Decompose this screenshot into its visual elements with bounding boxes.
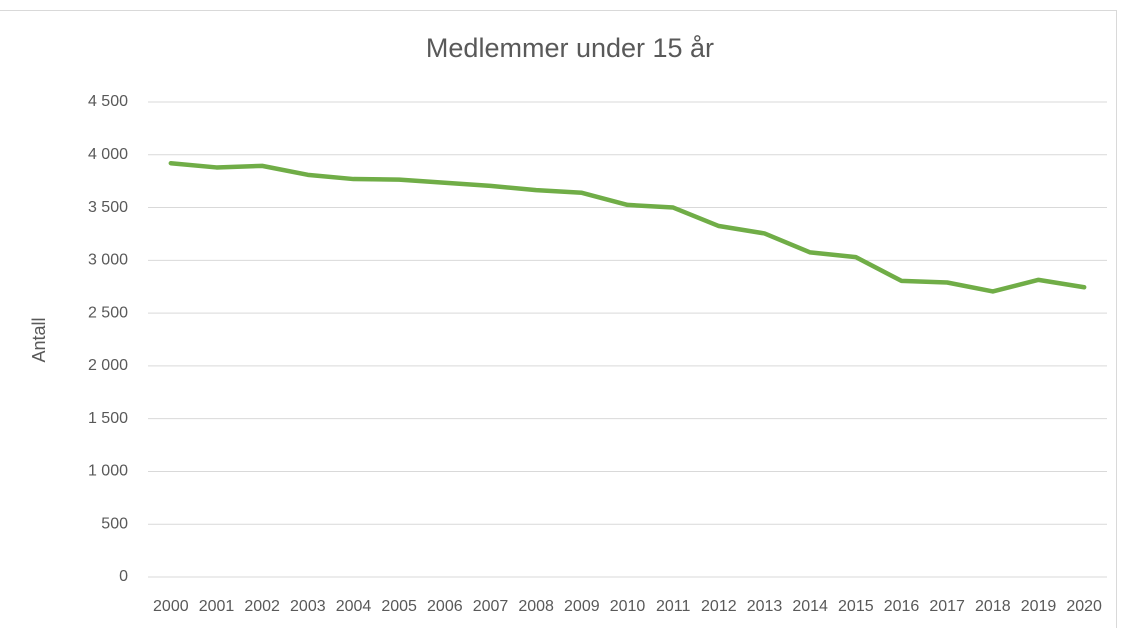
x-tick-label: 2010 (610, 598, 646, 615)
x-tick-label: 2007 (473, 598, 509, 615)
x-tick-label: 2011 (656, 598, 691, 615)
x-tick-label: 2005 (381, 598, 417, 615)
x-tick-label: 2003 (290, 598, 326, 615)
x-tick-label: 2020 (1066, 598, 1102, 615)
y-tick-label: 4 500 (88, 93, 128, 110)
y-tick-label: 3 500 (88, 199, 128, 216)
x-tick-label: 2015 (838, 598, 874, 615)
y-tick-label: 2 500 (88, 304, 128, 321)
x-tick-label: 2002 (244, 598, 280, 615)
x-tick-label: 2000 (153, 598, 189, 615)
x-tick-label: 2006 (427, 598, 463, 615)
x-tick-label: 2019 (1021, 598, 1057, 615)
x-tick-label: 2018 (975, 598, 1011, 615)
x-tick-label: 2001 (199, 598, 235, 615)
y-tick-label: 1 000 (88, 463, 128, 480)
y-tick-label: 3 000 (88, 252, 128, 269)
y-tick-label: 2 000 (88, 357, 128, 374)
line-series (168, 160, 1087, 294)
x-tick-label: 2014 (792, 598, 828, 615)
x-tick-label: 2009 (564, 598, 600, 615)
y-axis-label: Antall (29, 317, 49, 362)
y-tick-label: 1 500 (88, 410, 128, 427)
x-tick-label: 2004 (336, 598, 372, 615)
x-tick-label: 2012 (701, 598, 737, 615)
chart-border (0, 10, 1117, 628)
x-tick-label: 2016 (884, 598, 920, 615)
y-tick-label: 4 000 (88, 146, 128, 163)
chart-title: Medlemmer under 15 år (426, 33, 714, 63)
x-tick-label: 2017 (929, 598, 965, 615)
y-tick-label: 0 (119, 568, 128, 585)
x-tick-label: 2008 (518, 598, 554, 615)
y-tick-label: 500 (101, 515, 128, 532)
x-tick-label: 2013 (747, 598, 783, 615)
